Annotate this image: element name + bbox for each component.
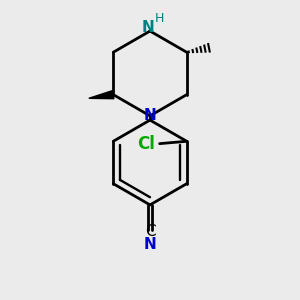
Text: N: N — [144, 108, 156, 123]
Text: H: H — [155, 12, 164, 25]
Text: N: N — [141, 20, 154, 35]
Text: N: N — [144, 237, 156, 252]
Polygon shape — [89, 91, 114, 99]
Text: C: C — [145, 224, 155, 239]
Text: Cl: Cl — [137, 135, 155, 153]
